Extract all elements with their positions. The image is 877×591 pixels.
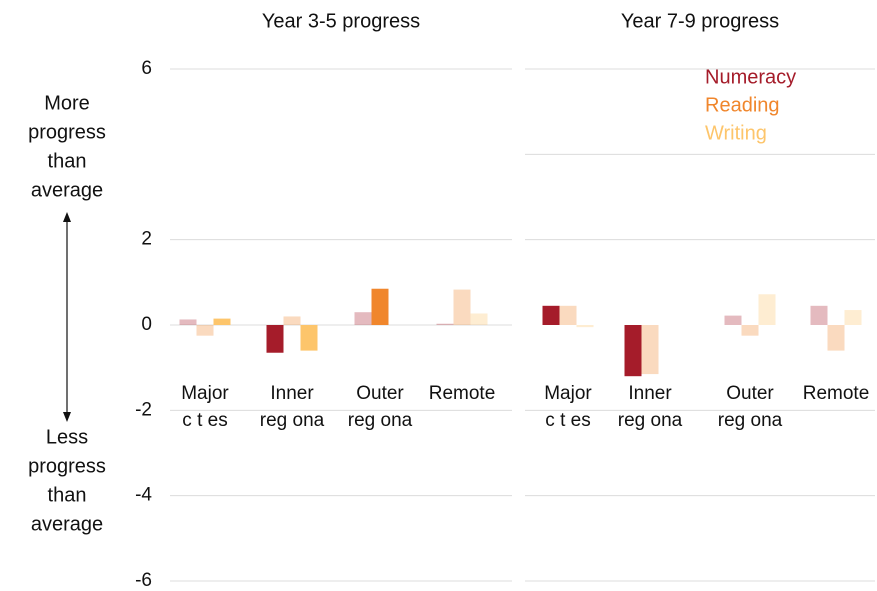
bar: [624, 325, 642, 377]
x-tick-label: Remote: [429, 383, 496, 404]
x-tick-label: reg ona: [718, 410, 783, 431]
bar: [844, 310, 862, 325]
x-tick-label: Major: [181, 383, 229, 404]
bar: [470, 313, 488, 325]
x-tick-label: Major: [544, 383, 592, 404]
axis-annotation: than: [48, 150, 87, 172]
x-tick-label: reg ona: [348, 410, 413, 431]
panel-title: Year 3-5 progress: [262, 10, 420, 32]
arrow-head: [63, 212, 71, 222]
y-tick-label: 0: [141, 314, 152, 335]
bar: [576, 325, 594, 328]
bar: [266, 325, 284, 353]
legend-entry: Reading: [705, 94, 780, 116]
bar: [741, 325, 759, 336]
bar: [827, 325, 845, 351]
bar: [559, 305, 577, 325]
bar: [371, 288, 389, 325]
x-tick-label: Outer: [356, 383, 404, 404]
bar: [283, 316, 301, 325]
axis-annotation: Less: [46, 426, 88, 448]
axis-annotation: than: [48, 484, 87, 506]
bar: [300, 325, 318, 351]
x-tick-label: Inner: [270, 383, 314, 404]
axis-annotation: progress: [28, 455, 106, 477]
legend-entry: Writing: [705, 122, 767, 144]
bar: [810, 305, 828, 325]
bar: [724, 315, 742, 325]
panel-title: Year 7-9 progress: [621, 10, 779, 32]
bar: [179, 319, 197, 325]
bar: [354, 312, 372, 325]
y-tick-label: -2: [135, 399, 152, 420]
bar: [758, 294, 776, 325]
x-tick-label: Outer: [726, 383, 774, 404]
x-tick-label: c t es: [182, 410, 227, 431]
axis-annotation: More: [44, 92, 90, 114]
y-tick-label: 2: [141, 229, 152, 250]
x-tick-label: c t es: [545, 410, 590, 431]
arrow-head: [63, 412, 71, 422]
bar: [641, 325, 659, 375]
x-tick-label: reg ona: [260, 410, 325, 431]
y-tick-label: -4: [135, 485, 152, 506]
axis-annotation: average: [31, 179, 103, 201]
x-tick-label: Remote: [803, 383, 870, 404]
bar: [196, 325, 214, 336]
axis-annotation: progress: [28, 121, 106, 143]
y-tick-label: 6: [141, 58, 152, 79]
bar: [542, 305, 560, 325]
bar: [453, 289, 471, 325]
x-tick-label: Inner: [628, 383, 672, 404]
bar: [213, 318, 231, 325]
x-tick-label: reg ona: [618, 410, 683, 431]
bar: [436, 323, 454, 325]
legend-entry: Numeracy: [705, 66, 796, 88]
y-tick-label: -6: [135, 570, 152, 591]
axis-annotation: average: [31, 513, 103, 535]
